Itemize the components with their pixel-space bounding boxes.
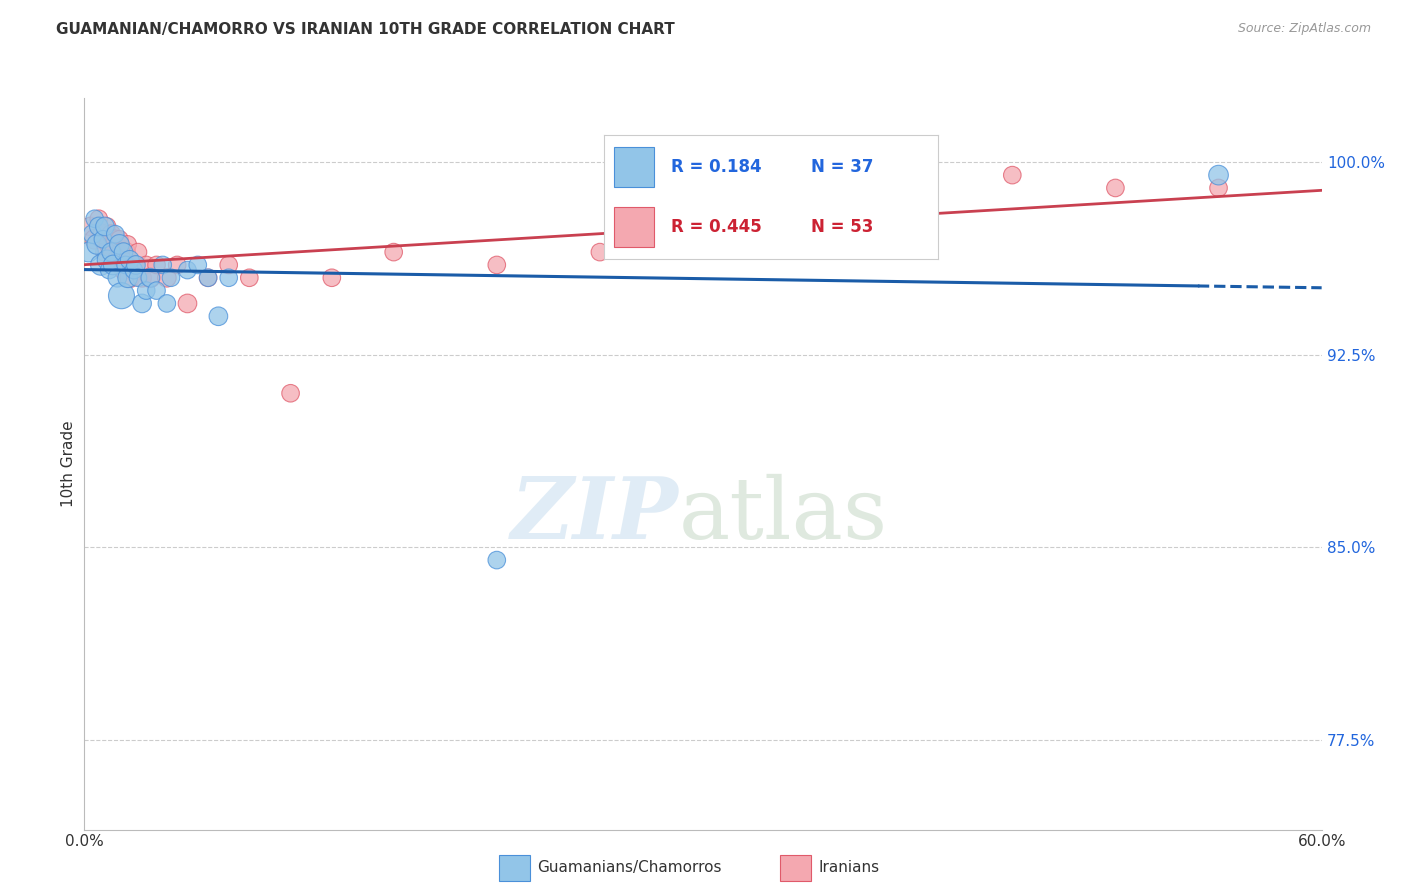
Point xyxy=(112,263,135,277)
Point xyxy=(90,258,112,272)
Point xyxy=(280,386,302,401)
Point xyxy=(145,258,167,272)
Point xyxy=(156,270,179,285)
Point xyxy=(176,296,198,310)
Text: atlas: atlas xyxy=(678,474,887,557)
Point xyxy=(160,270,183,285)
Text: ZIP: ZIP xyxy=(510,474,678,557)
Point xyxy=(112,245,135,260)
Point xyxy=(105,270,128,285)
Point xyxy=(125,258,148,272)
Point xyxy=(86,237,108,252)
Text: GUAMANIAN/CHAMORRO VS IRANIAN 10TH GRADE CORRELATION CHART: GUAMANIAN/CHAMORRO VS IRANIAN 10TH GRADE… xyxy=(56,22,675,37)
Point xyxy=(238,270,260,285)
Point xyxy=(94,245,117,260)
Text: Guamanians/Chamorros: Guamanians/Chamorros xyxy=(537,861,721,875)
Point xyxy=(83,232,105,246)
Point xyxy=(794,219,817,234)
Point xyxy=(87,219,110,234)
Point xyxy=(1001,168,1024,182)
Point xyxy=(382,245,405,260)
Point xyxy=(131,296,153,310)
Point xyxy=(114,258,136,272)
Point xyxy=(108,237,131,252)
Point xyxy=(79,219,101,234)
Point xyxy=(98,263,121,277)
Point xyxy=(156,296,179,310)
Point xyxy=(589,245,612,260)
Point xyxy=(135,284,157,298)
Point xyxy=(100,227,122,241)
Point xyxy=(1208,181,1230,195)
Point xyxy=(96,219,118,234)
Point xyxy=(207,310,229,324)
Point xyxy=(131,270,153,285)
Point xyxy=(485,553,508,567)
Point xyxy=(692,232,714,246)
Point xyxy=(485,258,508,272)
Point xyxy=(100,245,122,260)
Point xyxy=(898,181,921,195)
Point xyxy=(218,258,240,272)
Point xyxy=(127,245,149,260)
Point xyxy=(197,270,219,285)
Point xyxy=(91,227,114,241)
Point xyxy=(122,258,145,272)
Y-axis label: 10th Grade: 10th Grade xyxy=(60,420,76,508)
Text: Iranians: Iranians xyxy=(818,861,879,875)
Point xyxy=(321,270,343,285)
Point xyxy=(103,258,125,272)
Point xyxy=(218,270,240,285)
Point xyxy=(108,232,131,246)
Point xyxy=(139,270,162,285)
Point xyxy=(127,270,149,285)
Point xyxy=(77,245,100,260)
Point xyxy=(166,258,188,272)
Point xyxy=(104,232,127,246)
Point xyxy=(94,219,117,234)
Point xyxy=(197,270,219,285)
Point xyxy=(1104,181,1126,195)
Point xyxy=(135,258,157,272)
Point xyxy=(176,263,198,277)
Point xyxy=(104,227,127,241)
Point xyxy=(139,270,162,285)
Point xyxy=(87,211,110,226)
Point xyxy=(117,237,139,252)
Point xyxy=(82,227,104,241)
Point xyxy=(152,258,174,272)
Point xyxy=(91,232,114,246)
Point xyxy=(118,270,141,285)
Point xyxy=(145,284,167,298)
Point xyxy=(117,270,139,285)
Point xyxy=(98,237,121,252)
Point xyxy=(122,263,145,277)
Point xyxy=(110,289,132,303)
Point xyxy=(1208,168,1230,182)
Point xyxy=(105,252,128,267)
Point xyxy=(103,245,125,260)
Point xyxy=(110,245,132,260)
Point xyxy=(114,245,136,260)
Point xyxy=(118,252,141,267)
Point xyxy=(83,211,105,226)
Point xyxy=(187,258,209,272)
Point xyxy=(96,252,118,267)
Text: Source: ZipAtlas.com: Source: ZipAtlas.com xyxy=(1237,22,1371,36)
